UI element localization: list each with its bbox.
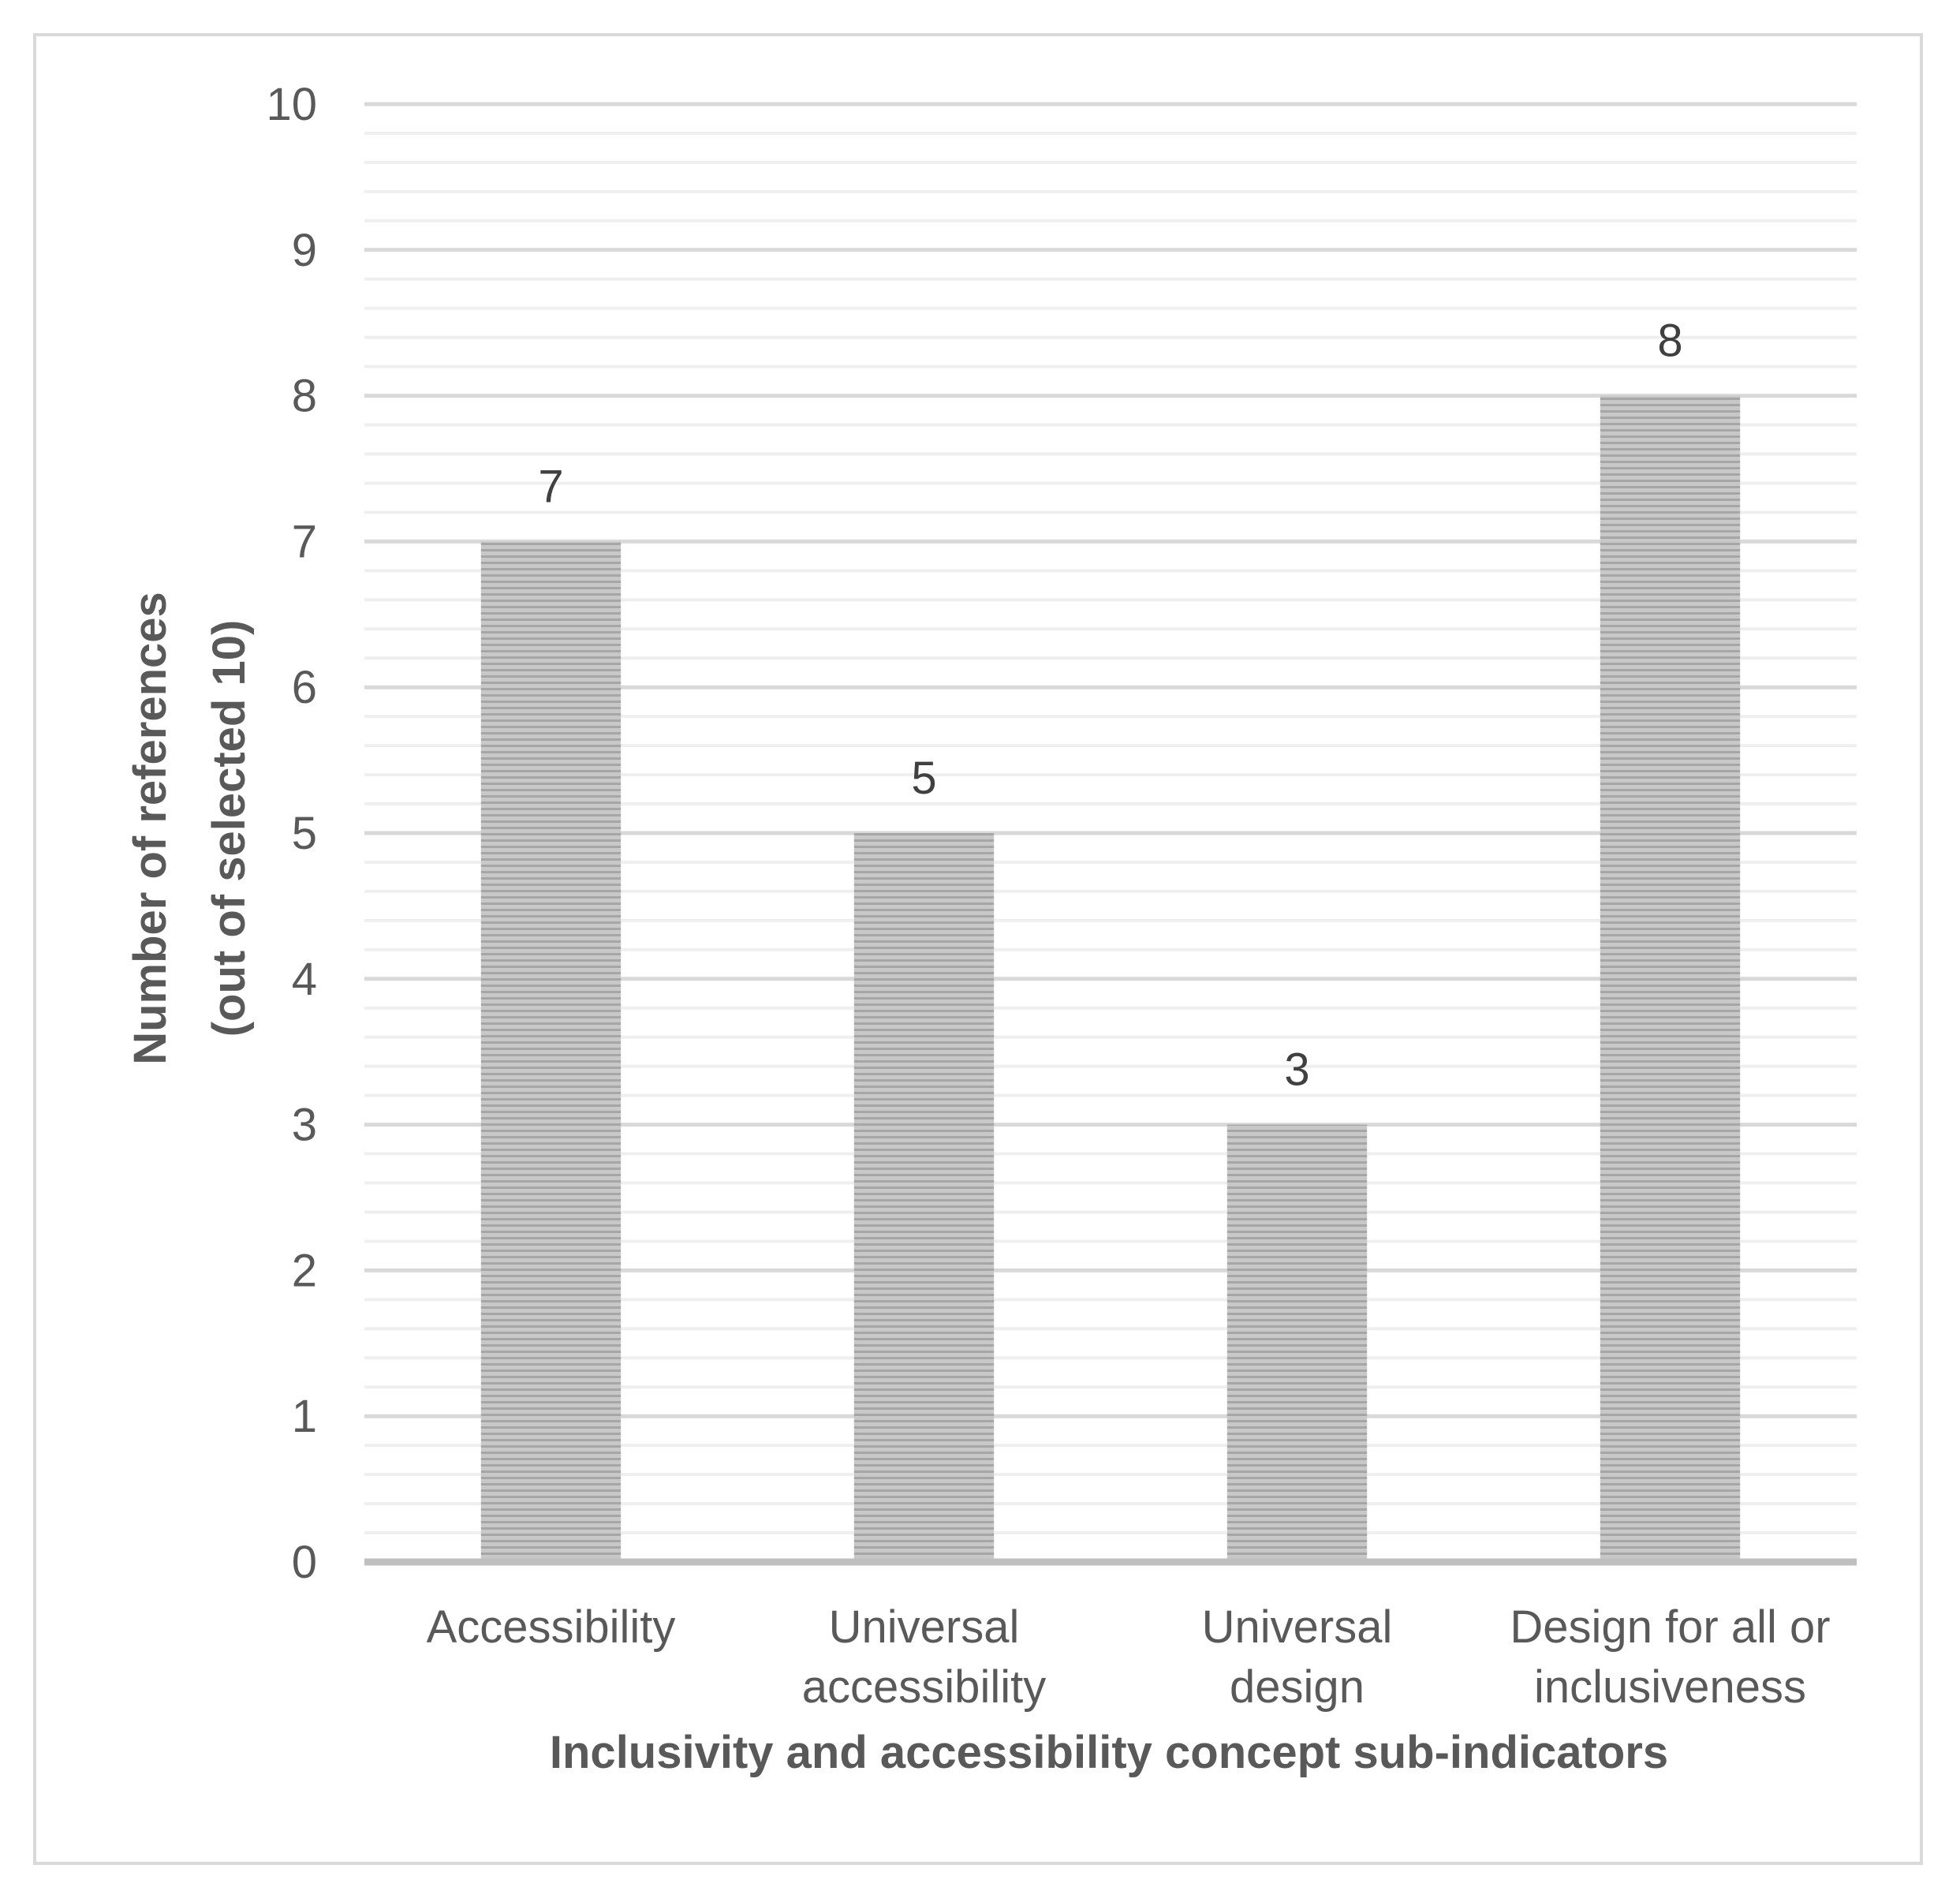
y-tick-label: 3	[292, 1100, 317, 1151]
y-tick-label: 2	[292, 1245, 317, 1296]
x-tick-label-line: Universal	[829, 1601, 1020, 1653]
bars	[480, 395, 1741, 1563]
x-tick-label-line: Design for all or	[1510, 1601, 1830, 1653]
data-label: 7	[538, 461, 563, 512]
data-label: 3	[1284, 1044, 1309, 1096]
y-axis-title: Number of references (out of selected 10)	[125, 592, 255, 1065]
bar	[1600, 395, 1741, 1563]
y-tick-label: 1	[292, 1391, 317, 1442]
bar	[853, 833, 995, 1562]
x-tick-label-line: inclusiveness	[1534, 1661, 1806, 1713]
y-tick-label: 5	[292, 808, 317, 859]
bar	[1226, 1124, 1368, 1562]
x-tick-label-line: Universal	[1202, 1601, 1393, 1653]
x-tick-label: Accessibility	[427, 1601, 676, 1653]
y-tick-label: 8	[292, 371, 317, 422]
x-tick-label: Design for all or inclusiveness	[1510, 1601, 1830, 1713]
y-tick-label: 0	[292, 1537, 317, 1588]
y-tick-label: 10	[266, 79, 317, 130]
x-tick-label-line: accessibility	[802, 1661, 1046, 1713]
y-axis-title-line: (out of selected 10)	[203, 620, 255, 1037]
bar	[480, 541, 622, 1562]
y-tick-label: 4	[292, 954, 317, 1005]
y-axis-title-line: Number of references	[125, 592, 176, 1065]
x-tick-label-line: Accessibility	[427, 1601, 676, 1653]
x-axis-title: Inclusivity and accessibility concept su…	[550, 1727, 1668, 1778]
x-tick-label: Universal design	[1202, 1601, 1393, 1713]
y-tick-label: 7	[292, 516, 317, 567]
x-tick-label-line: design	[1230, 1661, 1365, 1713]
x-tick-labels: Accessibility Universal accessibilityUnive…	[427, 1601, 1831, 1713]
data-label: 5	[911, 753, 936, 804]
y-tick-labels: 0 1 2 3 4 5 6 7 8 9 10	[266, 79, 317, 1588]
x-tick-label: Universal accessibility	[802, 1601, 1046, 1713]
data-label: 8	[1657, 316, 1682, 367]
data-labels: 7 5 3 8	[538, 316, 1682, 1096]
y-tick-label: 6	[292, 662, 317, 713]
y-tick-label: 9	[292, 225, 317, 276]
